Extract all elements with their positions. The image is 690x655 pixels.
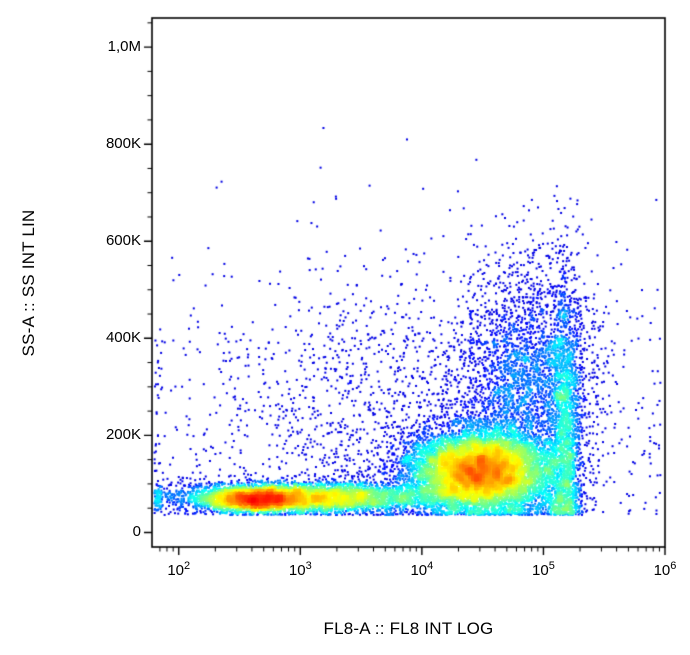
x-tick-label: 102: [167, 560, 191, 579]
y-tick-label: 1,0M: [107, 38, 141, 56]
y-axis-title: SS-A :: SS INT LIN: [19, 209, 38, 357]
x-axis-title: FL8-A :: FL8 INT LOG: [323, 619, 494, 638]
x-tick-label: 104: [410, 560, 434, 579]
x-tick-label: 106: [653, 560, 677, 579]
y-tick-label: 800K: [105, 135, 141, 153]
y-tick-label: 200K: [105, 426, 141, 444]
y-tick-label: 400K: [105, 329, 141, 347]
y-tick-label: 0: [132, 523, 141, 541]
x-tick-label: 105: [532, 560, 555, 579]
y-tick-label: 600K: [105, 232, 141, 250]
x-tick-label: 103: [288, 560, 312, 579]
